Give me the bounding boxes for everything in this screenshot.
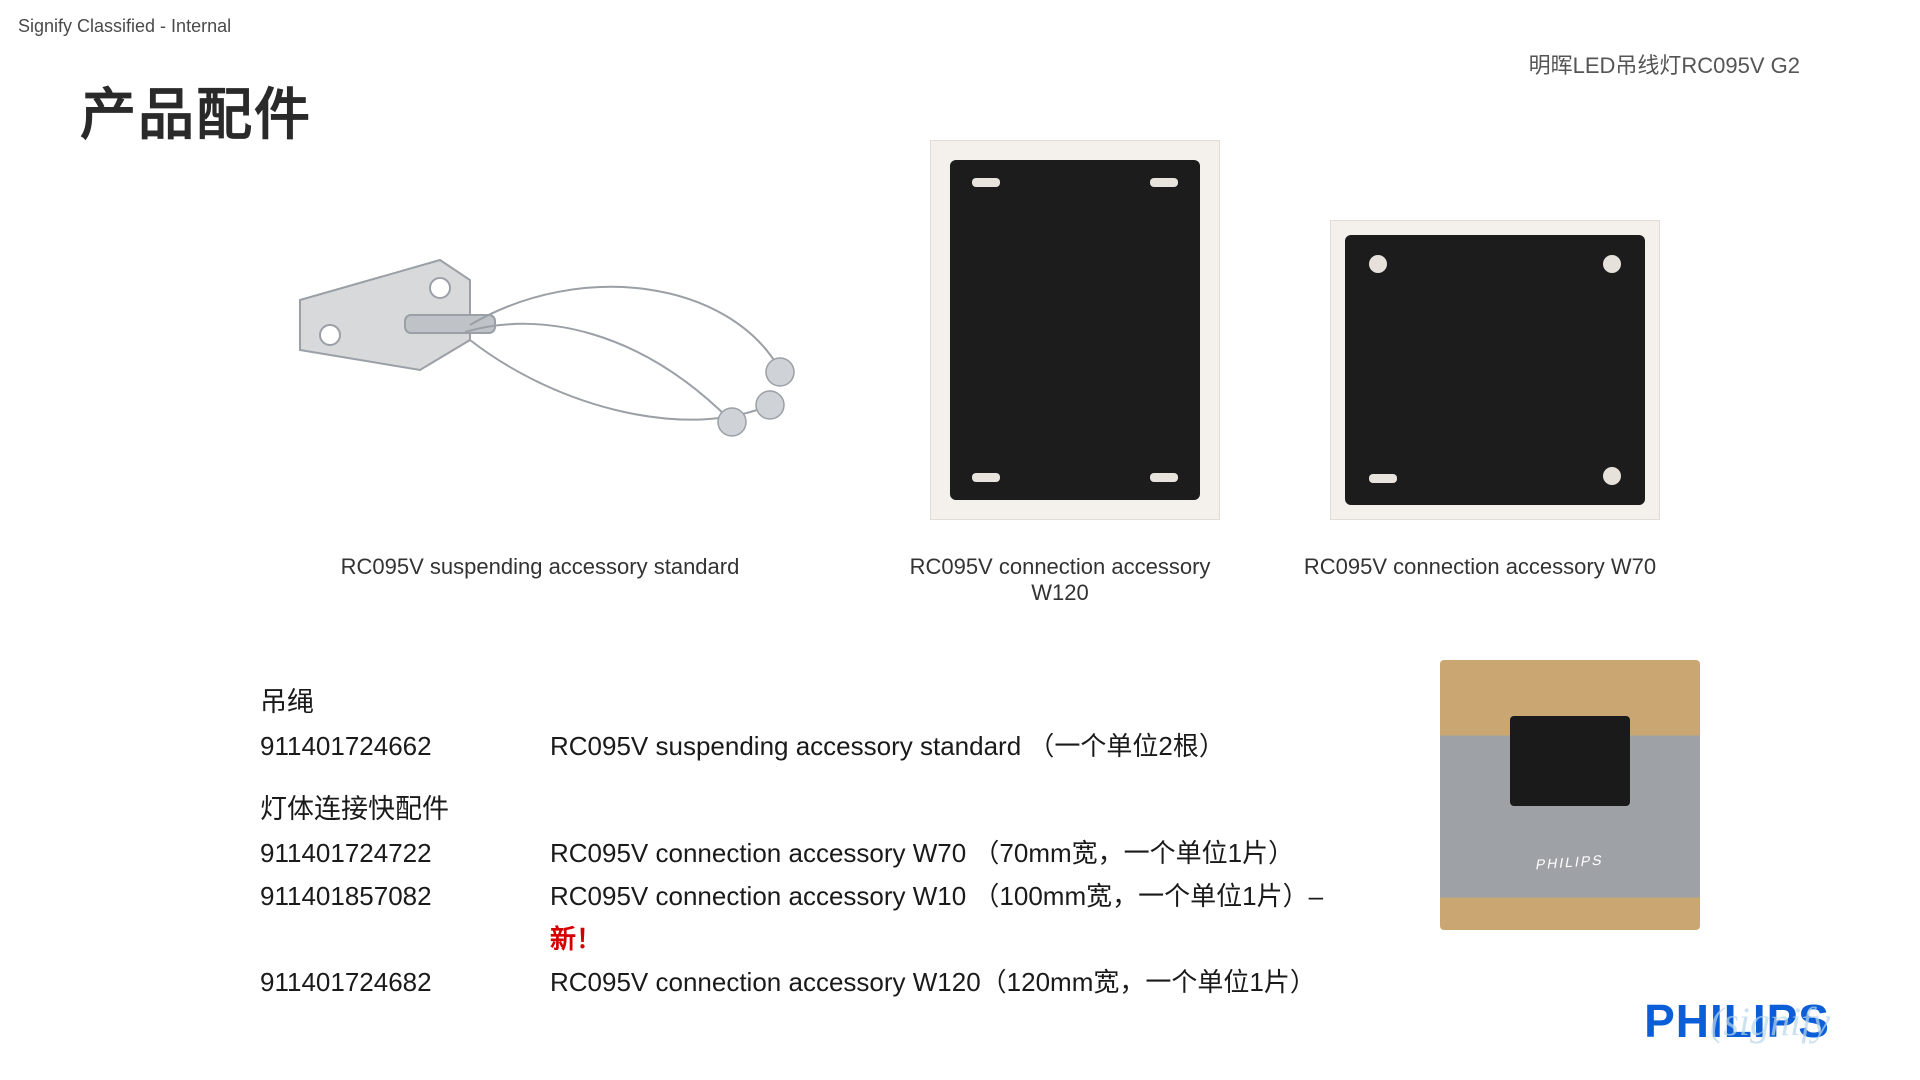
table-row: 911401857082 RC095V connection accessory…	[260, 875, 1360, 961]
suspending-svg	[260, 220, 820, 520]
plate-w70-inner	[1345, 235, 1645, 505]
installation-photo: PHILIPS	[1440, 660, 1700, 930]
details-block: 吊绳 911401724662 RC095V suspending access…	[260, 660, 1360, 1004]
table-row: 911401724682 RC095V connection accessory…	[260, 961, 1360, 1004]
new-tag: 新！	[550, 924, 602, 954]
signify-logo: (signify	[1710, 998, 1830, 1045]
plate-w70-image	[1330, 220, 1660, 520]
caption-w70: RC095V connection accessory W70	[1300, 554, 1660, 606]
product-images-row	[260, 130, 1660, 520]
suspending-accessory-image	[260, 220, 820, 520]
installation-brand-text: PHILIPS	[1535, 852, 1606, 873]
image-col-w120	[930, 140, 1220, 520]
footer-logos: (signify PHILIPS	[1644, 994, 1830, 1048]
caption-w120: RC095V connection accessory W120	[900, 554, 1220, 606]
caption-suspending: RC095V suspending accessory standard	[260, 554, 820, 606]
table-row: 911401724722 RC095V connection accessory…	[260, 832, 1360, 875]
section-label-connector: 灯体连接快配件	[260, 787, 1360, 832]
plate-w120-image	[930, 140, 1220, 520]
section-label-suspend: 吊绳	[260, 680, 1360, 725]
sku-desc: RC095V connection accessory W120（120mm宽，…	[550, 961, 1360, 1004]
sku: 911401724722	[260, 832, 550, 875]
product-code: 明晖LED吊线灯RC095V G2	[1529, 48, 1800, 80]
sku: 911401857082	[260, 875, 550, 961]
classification-label: Signify Classified - Internal	[18, 16, 231, 37]
sku-desc: RC095V connection accessory W70 （70mm宽，一…	[550, 832, 1360, 875]
installation-plate	[1510, 716, 1630, 806]
plate-w120-inner	[950, 160, 1200, 500]
image-col-suspending	[260, 220, 820, 520]
sku-desc-text: RC095V connection accessory W10 （100mm宽，…	[550, 881, 1323, 911]
image-col-w70	[1330, 220, 1660, 520]
sku-desc: RC095V suspending accessory standard （一个…	[550, 725, 1360, 768]
table-row: 911401724662 RC095V suspending accessory…	[260, 725, 1360, 768]
sku-desc: RC095V connection accessory W10 （100mm宽，…	[550, 875, 1360, 961]
captions-row: RC095V suspending accessory standard RC0…	[260, 554, 1660, 606]
sku: 911401724682	[260, 961, 550, 1004]
sku: 911401724662	[260, 725, 550, 768]
